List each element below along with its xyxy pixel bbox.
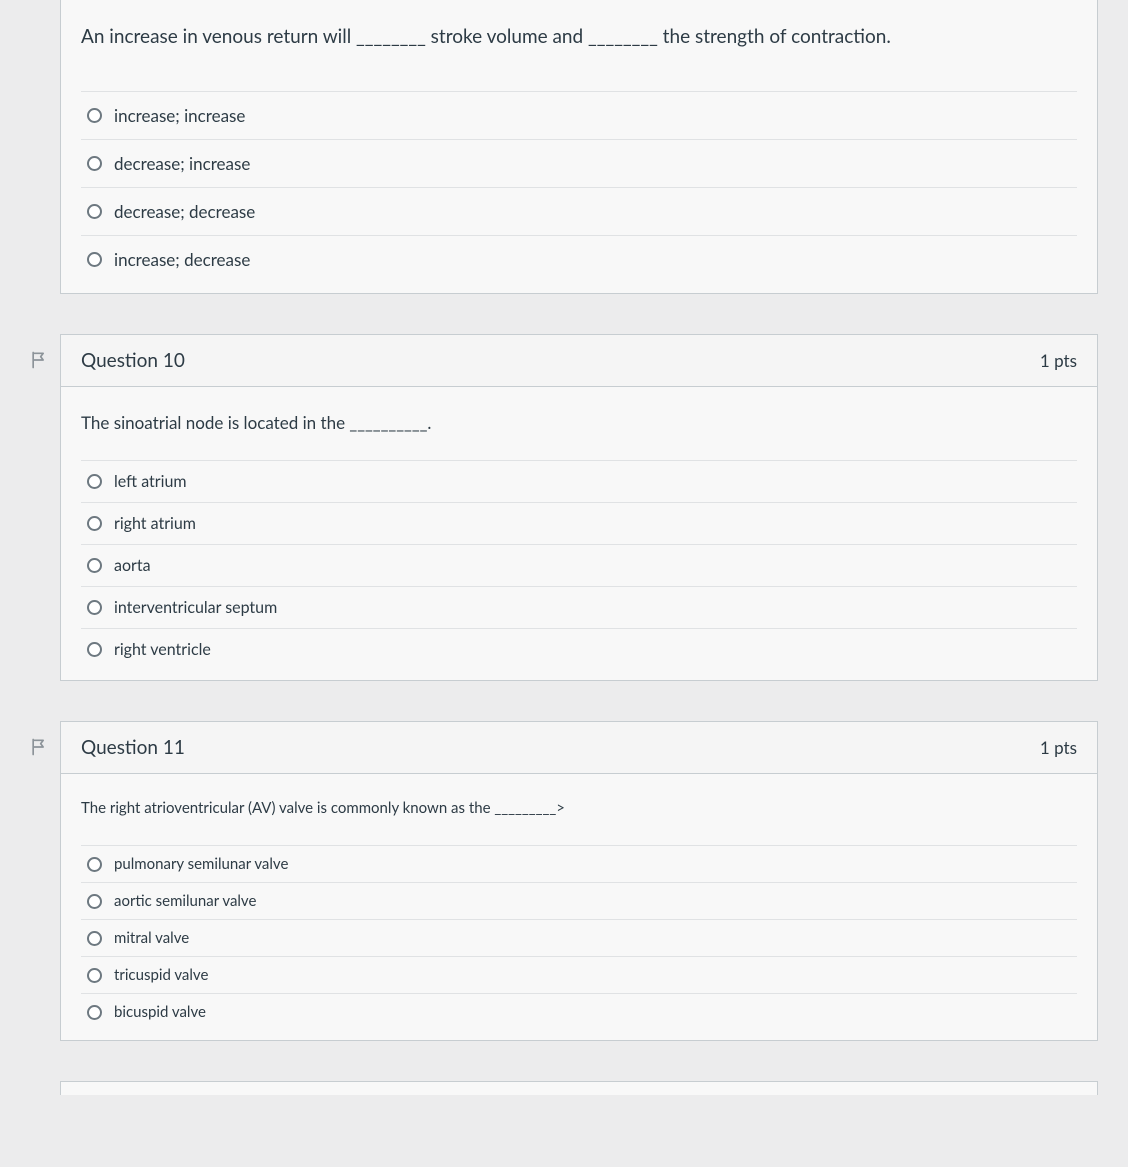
option-label: interventricular septum (114, 598, 277, 617)
radio-icon[interactable] (87, 600, 102, 615)
question-body: An increase in venous return will ______… (61, 0, 1097, 293)
radio-icon[interactable] (87, 156, 102, 171)
question-text: The sinoatrial node is located in the __… (81, 411, 1077, 435)
option-label: right atrium (114, 514, 196, 533)
quiz-page: An increase in venous return will ______… (0, 0, 1128, 1135)
option-label: increase; decrease (114, 249, 250, 270)
option-label: right ventricle (114, 640, 211, 659)
option-row[interactable]: aortic semilunar valve (81, 883, 1077, 920)
option-row[interactable]: aorta (81, 545, 1077, 587)
option-label: pulmonary semilunar valve (114, 855, 288, 873)
option-label: bicuspid valve (114, 1003, 206, 1021)
question-points: 1 pts (1040, 350, 1077, 371)
option-row[interactable]: increase; increase (81, 92, 1077, 140)
radio-icon[interactable] (87, 931, 102, 946)
option-row[interactable]: right atrium (81, 503, 1077, 545)
option-label: aorta (114, 556, 151, 575)
flag-icon[interactable] (29, 736, 49, 758)
option-label: left atrium (114, 472, 187, 491)
option-row[interactable]: tricuspid valve (81, 957, 1077, 994)
question-title: Question 11 (81, 736, 185, 759)
flag-icon[interactable] (29, 349, 49, 371)
options-list: increase; increase decrease; increase de… (81, 91, 1077, 283)
question-card-10: Question 10 1 pts The sinoatrial node is… (60, 334, 1098, 682)
question-text: The right atrioventricular (AV) valve is… (81, 798, 1077, 819)
option-row[interactable]: decrease; decrease (81, 188, 1077, 236)
radio-icon[interactable] (87, 857, 102, 872)
question-card-9: An increase in venous return will ______… (60, 0, 1098, 294)
option-label: mitral valve (114, 929, 189, 947)
question-points: 1 pts (1040, 737, 1077, 758)
options-list: left atrium right atrium aorta intervent… (81, 460, 1077, 670)
question-header: Question 10 1 pts (61, 335, 1097, 387)
radio-icon[interactable] (87, 516, 102, 531)
option-row[interactable]: bicuspid valve (81, 994, 1077, 1030)
option-row[interactable]: increase; decrease (81, 236, 1077, 283)
question-body: The sinoatrial node is located in the __… (61, 387, 1097, 681)
option-label: decrease; decrease (114, 201, 255, 222)
question-text: An increase in venous return will ______… (81, 24, 1077, 51)
question-card-fragment (60, 1081, 1098, 1095)
option-row[interactable]: pulmonary semilunar valve (81, 846, 1077, 883)
radio-icon[interactable] (87, 252, 102, 267)
option-row[interactable]: mitral valve (81, 920, 1077, 957)
option-row[interactable]: left atrium (81, 461, 1077, 503)
option-label: aortic semilunar valve (114, 892, 256, 910)
options-list: pulmonary semilunar valve aortic semilun… (81, 845, 1077, 1030)
question-card-11: Question 11 1 pts The right atrioventric… (60, 721, 1098, 1041)
option-row[interactable]: interventricular septum (81, 587, 1077, 629)
radio-icon[interactable] (87, 1005, 102, 1020)
radio-icon[interactable] (87, 108, 102, 123)
option-row[interactable]: right ventricle (81, 629, 1077, 670)
question-title: Question 10 (81, 349, 185, 372)
option-label: tricuspid valve (114, 966, 208, 984)
radio-icon[interactable] (87, 558, 102, 573)
option-row[interactable]: decrease; increase (81, 140, 1077, 188)
radio-icon[interactable] (87, 642, 102, 657)
radio-icon[interactable] (87, 474, 102, 489)
option-label: increase; increase (114, 105, 245, 126)
radio-icon[interactable] (87, 894, 102, 909)
option-label: decrease; increase (114, 153, 250, 174)
question-header: Question 11 1 pts (61, 722, 1097, 774)
radio-icon[interactable] (87, 968, 102, 983)
question-body: The right atrioventricular (AV) valve is… (61, 774, 1097, 1040)
radio-icon[interactable] (87, 204, 102, 219)
